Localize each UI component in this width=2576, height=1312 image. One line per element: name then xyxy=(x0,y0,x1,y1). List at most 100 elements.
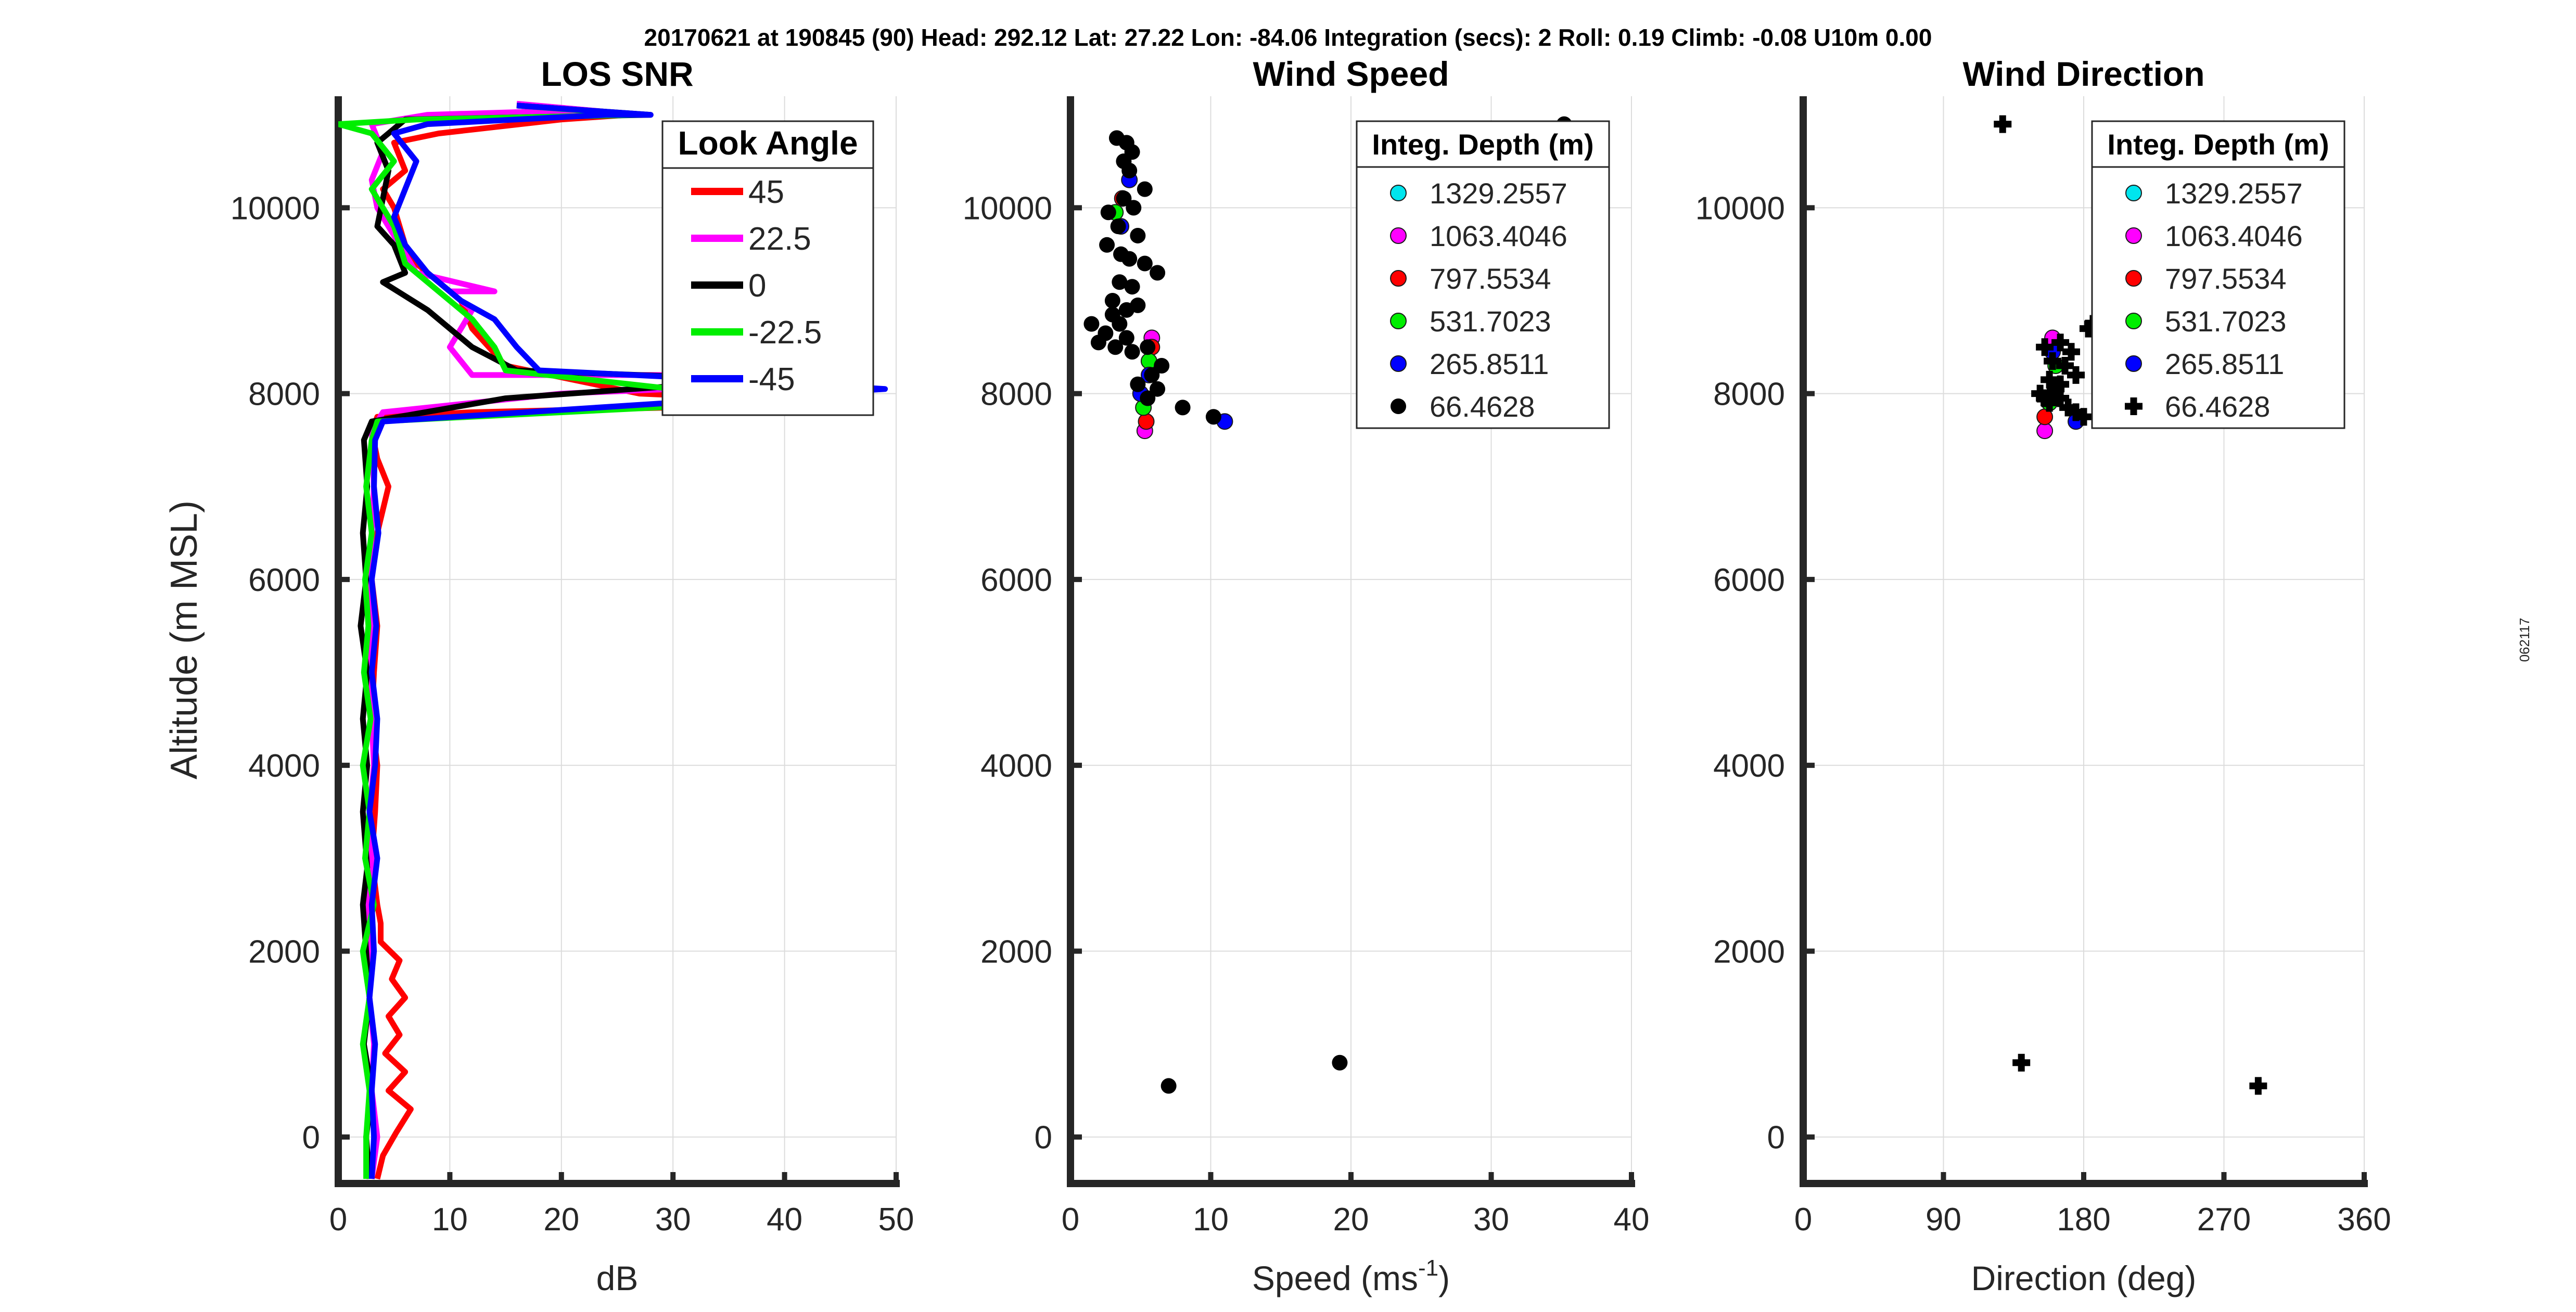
speed-point-66.4628 xyxy=(1130,376,1146,392)
speed-point-66.4628 xyxy=(1175,400,1191,416)
snr-y-tick-label: 6000 xyxy=(248,562,320,598)
direction-x-tick-label: 90 xyxy=(1925,1202,1961,1238)
direction-point-66.4628 xyxy=(2012,1053,2031,1072)
speed-x-label-sup: -1 xyxy=(1418,1255,1438,1281)
direction-legend-title: Integ. Depth (m) xyxy=(2107,128,2329,161)
speed-x-label-main: Speed (ms xyxy=(1252,1259,1418,1297)
speed-x-tick-label: 40 xyxy=(1614,1202,1650,1238)
direction-x-tick-label: 270 xyxy=(2197,1202,2251,1238)
direction-point-66.4628 xyxy=(2041,394,2059,412)
direction-y-tick-label: 10000 xyxy=(1695,190,1785,226)
snr-legend-label: -45 xyxy=(748,362,795,397)
direction-legend-label: 1329.2557 xyxy=(2165,177,2303,210)
speed-legend-label: 797.5534 xyxy=(1430,262,1551,295)
direction-x-tick-label: 360 xyxy=(2337,1202,2391,1238)
direction-legend-label: 531.7023 xyxy=(2165,305,2287,338)
direction-legend-swatch xyxy=(2125,355,2142,372)
snr-x-tick-label: 30 xyxy=(655,1202,691,1238)
speed-legend: Integ. Depth (m) 1329.2557 1063.4046 797.55… xyxy=(1356,120,1610,429)
snr-x-tick-label: 50 xyxy=(878,1202,914,1238)
speed-point-66.4628 xyxy=(1140,390,1156,406)
direction-legend-label: 66.4628 xyxy=(2165,390,2270,423)
speed-point-66.4628 xyxy=(1124,279,1140,295)
speed-point-66.4628 xyxy=(1118,330,1134,346)
direction-y-tick-label: 0 xyxy=(1767,1120,1785,1156)
speed-point-66.4628 xyxy=(1332,1054,1348,1071)
speed-x-tick-label: 0 xyxy=(1062,1202,1079,1238)
snr-x-tick-label: 0 xyxy=(329,1202,347,1238)
snr-y-tick-label: 8000 xyxy=(248,377,320,413)
direction-point-1063.4046 xyxy=(2036,422,2054,440)
speed-point-66.4628 xyxy=(1150,265,1166,281)
snr-legend-label: 22.5 xyxy=(748,221,811,257)
speed-point-66.4628 xyxy=(1140,339,1156,355)
snr-legend-item: 22.5 xyxy=(691,221,811,257)
speed-point-66.4628 xyxy=(1154,358,1170,374)
direction-point-66.4628 xyxy=(2051,389,2070,407)
chart-direction: 0 90 180 270 360 0 2000 4000 6000 8000 10000 Wind D… xyxy=(1695,55,2391,1297)
direction-x-tick-label: 180 xyxy=(2057,1202,2110,1238)
direction-legend-label: 797.5534 xyxy=(2165,262,2287,295)
speed-y-tick-label: 4000 xyxy=(980,748,1052,784)
speed-legend-item: 66.4628 xyxy=(1391,390,1535,423)
speed-y-tick-label: 10000 xyxy=(963,190,1052,226)
direction-title: Wind Direction xyxy=(1962,55,2204,93)
direction-point-66.4628 xyxy=(2051,333,2070,352)
speed-legend-label: 265.8511 xyxy=(1430,348,1549,380)
speed-point-66.4628 xyxy=(1130,227,1146,243)
speed-legend-item: 531.7023 xyxy=(1390,305,1551,338)
speed-point-66.4628 xyxy=(1112,316,1128,332)
speed-point-797.5534 xyxy=(1138,413,1155,430)
direction-legend-swatch xyxy=(2125,227,2142,244)
speed-legend-label: 1329.2557 xyxy=(1430,177,1567,210)
speed-y-tick-label: 8000 xyxy=(980,377,1052,413)
snr-legend-label: 0 xyxy=(748,268,766,304)
speed-x-tick-label: 20 xyxy=(1333,1202,1369,1238)
snr-series-line-0 xyxy=(358,102,766,1179)
speed-point-66.4628 xyxy=(1161,1078,1177,1094)
speed-point-66.4628 xyxy=(1121,162,1138,178)
direction-point-66.4628 xyxy=(2044,352,2062,370)
snr-y-tick-label: 0 xyxy=(302,1120,320,1156)
direction-y-tick-label: 6000 xyxy=(1713,562,1785,598)
snr-plot-area xyxy=(338,100,888,1180)
speed-point-66.4628 xyxy=(1205,409,1221,425)
direction-legend-item: 1063.4046 xyxy=(2125,220,2303,252)
speed-point-66.4628 xyxy=(1121,251,1138,267)
speed-point-66.4628 xyxy=(1099,237,1115,253)
speed-legend-swatch xyxy=(1390,355,1407,372)
speed-point-66.4628 xyxy=(1137,181,1153,197)
speed-point-66.4628 xyxy=(1100,204,1116,221)
snr-legend-item: -22.5 xyxy=(691,315,822,351)
speed-x-label-close: ) xyxy=(1438,1259,1450,1297)
speed-x-tick-label: 30 xyxy=(1473,1202,1509,1238)
direction-legend-item: 66.4628 xyxy=(2125,390,2270,423)
direction-x-label: Direction (deg) xyxy=(1971,1259,2197,1297)
speed-legend-swatch xyxy=(1390,185,1407,201)
direction-y-tick-label: 2000 xyxy=(1713,934,1785,970)
snr-series-line--22.5 xyxy=(338,102,844,1179)
snr-y-tick-label: 4000 xyxy=(248,748,320,784)
speed-legend-item: 1063.4046 xyxy=(1390,220,1567,252)
speed-legend-item: 797.5534 xyxy=(1390,262,1551,295)
snr-legend-label: -22.5 xyxy=(748,315,822,351)
speed-point-66.4628 xyxy=(1130,297,1146,313)
snr-title: LOS SNR xyxy=(541,55,693,93)
speed-legend-label: 531.7023 xyxy=(1430,305,1551,338)
speed-point-66.4628 xyxy=(1150,381,1166,397)
direction-y-tick-label: 4000 xyxy=(1713,748,1785,784)
direction-point-66.4628 xyxy=(2249,1077,2267,1095)
direction-legend-item: 797.5534 xyxy=(2125,262,2287,295)
direction-legend-swatch xyxy=(2125,270,2142,287)
snr-y-label: Altitude (m MSL) xyxy=(163,500,205,779)
direction-x-tick-label: 0 xyxy=(1794,1202,1812,1238)
chart-snr: 0 10 20 30 40 50 0 2000 4000 6000 8000 10000 LOS SNR… xyxy=(163,55,914,1297)
speed-point-66.4628 xyxy=(1112,274,1128,290)
speed-point-66.4628 xyxy=(1144,367,1160,383)
speed-y-tick-label: 6000 xyxy=(980,562,1052,598)
speed-legend-swatch xyxy=(1390,313,1407,329)
snr-legend-title: Look Angle xyxy=(678,124,858,162)
direction-legend: Integ. Depth (m) 1329.2557 1063.4046 797.55… xyxy=(2091,120,2345,429)
direction-point-66.4628 xyxy=(1994,115,2012,133)
speed-point-66.4628 xyxy=(1137,255,1153,272)
